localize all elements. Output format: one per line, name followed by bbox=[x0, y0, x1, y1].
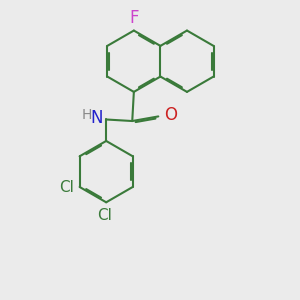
Text: O: O bbox=[164, 106, 177, 124]
Text: Cl: Cl bbox=[59, 180, 74, 195]
Text: Cl: Cl bbox=[97, 208, 112, 223]
Text: F: F bbox=[129, 8, 139, 26]
Text: N: N bbox=[90, 109, 103, 127]
Text: H: H bbox=[81, 109, 92, 122]
